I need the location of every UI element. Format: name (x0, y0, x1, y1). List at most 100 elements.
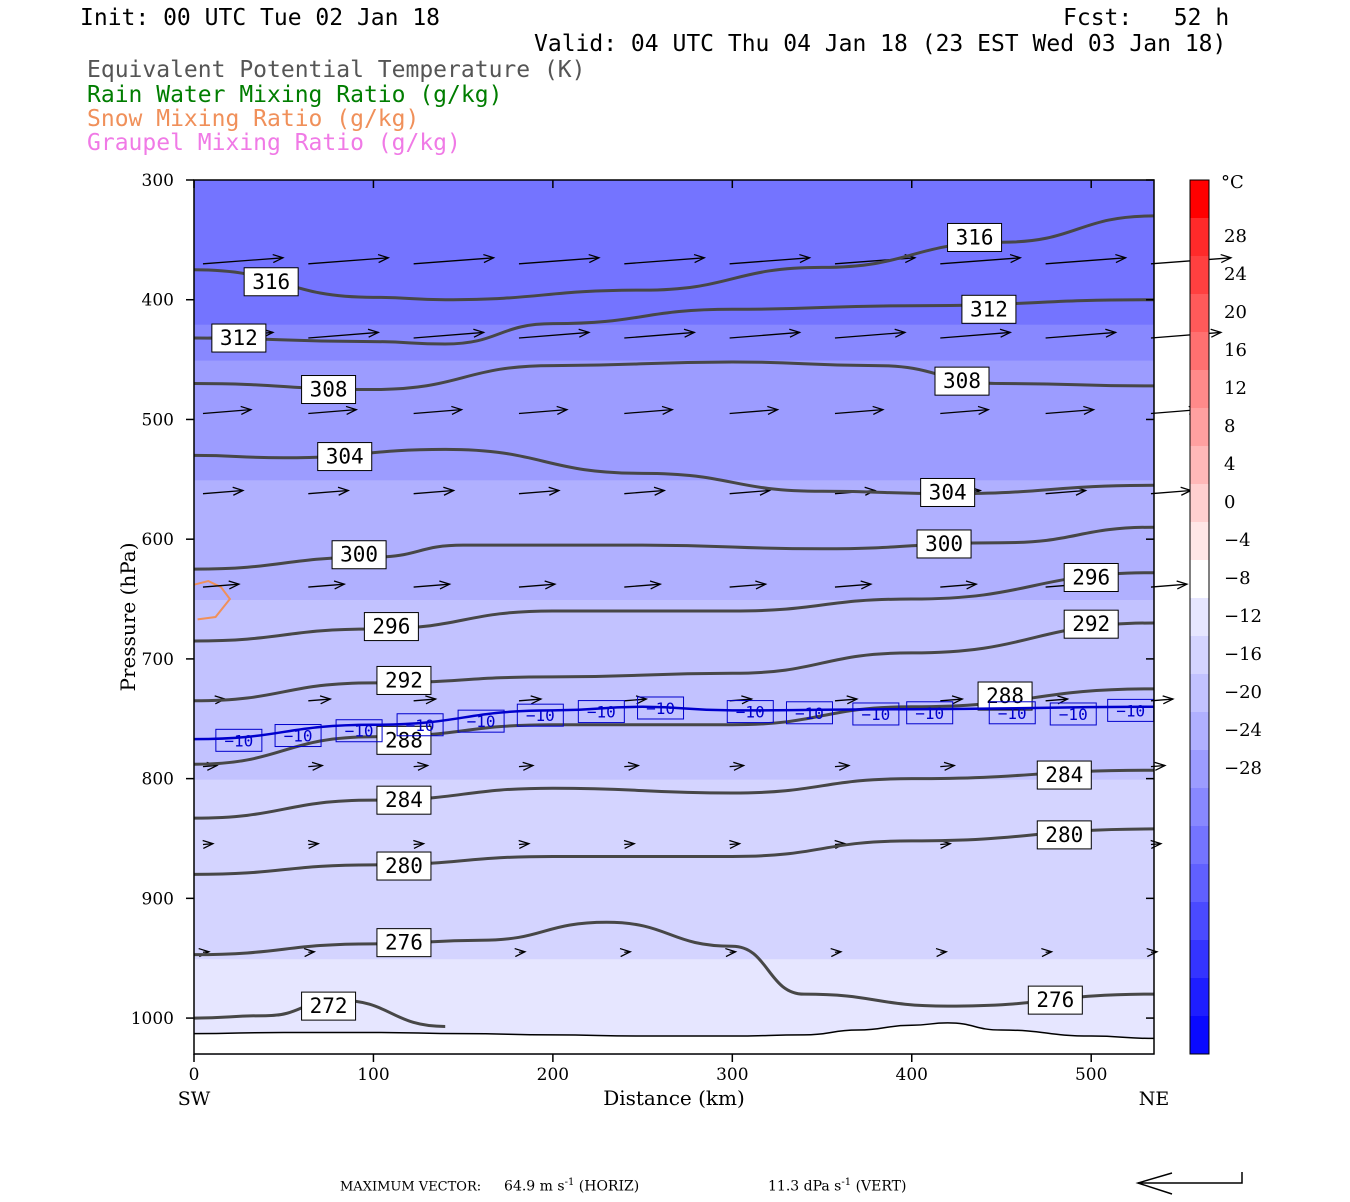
theta-e-label: 304 (326, 445, 364, 469)
isotherm-label: −10 (587, 703, 616, 722)
vertical-max-exponent: -1 (841, 1177, 851, 1188)
horizontal-max-exponent: -1 (565, 1177, 575, 1188)
x-tick-label: 100 (357, 1065, 389, 1085)
colorbar-tick-label: 4 (1224, 454, 1235, 475)
colorbar-tick-label: 28 (1224, 226, 1247, 247)
temperature-band (194, 898, 1154, 959)
isotherm-label: −10 (284, 727, 313, 746)
colorbar-cell (1190, 180, 1209, 219)
colorbar-unit-label: °C (1221, 172, 1244, 193)
colorbar-cell (1190, 522, 1209, 561)
colorbar-tick-label: −20 (1224, 682, 1262, 703)
colorbar-tick-label: 12 (1224, 378, 1247, 399)
colorbar-cell (1190, 446, 1209, 485)
y-tick-label: 300 (142, 171, 174, 191)
x-tick-label: 0 (189, 1065, 200, 1085)
isotherm-label: −10 (646, 699, 675, 718)
colorbar-tick-label: −24 (1224, 720, 1262, 741)
y-tick-label: 800 (142, 770, 174, 790)
colorbar-cell (1190, 750, 1209, 789)
theta-e-label: 308 (943, 369, 981, 393)
colorbar-cell (1190, 218, 1209, 257)
vertical-vector-legend: 11.3 dPa s-1 (VERT) (768, 1177, 906, 1195)
theta-e-label: 280 (385, 854, 423, 878)
x-tick-label: 400 (896, 1065, 928, 1085)
theta-e-label: 316 (956, 225, 994, 249)
x-tick-label: 300 (716, 1065, 748, 1085)
theta-e-label: 308 (310, 378, 348, 402)
isotherm-label: −10 (795, 704, 824, 723)
temperature-band (194, 779, 1154, 840)
colorbar-cell (1190, 902, 1209, 941)
vertical-max-value: 11.3 dPa s (768, 1179, 841, 1195)
isotherm-label: −10 (526, 706, 555, 725)
theta-e-label: 312 (970, 297, 1008, 321)
isotherm-label: −10 (861, 705, 890, 724)
colorbar-tick-label: −28 (1224, 758, 1262, 779)
x-tick-label: 500 (1075, 1065, 1107, 1085)
colorbar-tick-label: 20 (1224, 302, 1247, 323)
colorbar-tick-label: −8 (1224, 568, 1251, 589)
temperature-band (194, 479, 1154, 540)
reference-vector-arrow-icon (1132, 1168, 1252, 1202)
colorbar-cell (1190, 978, 1209, 1017)
isotherm-label: −10 (915, 704, 944, 723)
theta-e-label: 312 (220, 326, 258, 350)
theta-e-label: 296 (372, 615, 410, 639)
y-tick-label: 1000 (131, 1009, 174, 1029)
isotherm-label: −10 (736, 703, 765, 722)
maximum-vector-label: MAXIMUM VECTOR: (340, 1180, 481, 1195)
y-tick-label: 400 (142, 291, 174, 311)
y-tick-label: 900 (142, 889, 174, 909)
colorbar-cell (1190, 256, 1209, 295)
colorbar-cell (1190, 826, 1209, 865)
theta-e-label: 292 (1072, 612, 1110, 636)
colorbar-tick-label: −4 (1224, 530, 1251, 551)
temperature-band (194, 719, 1154, 780)
colorbar-tick-label: −16 (1224, 644, 1262, 665)
isotherm-label: −10 (1116, 701, 1145, 720)
vertical-max-unit: (VERT) (856, 1179, 907, 1195)
temperature-band (194, 838, 1154, 899)
theta-e-label: 276 (385, 931, 423, 955)
x-axis-title: Distance (km) (603, 1086, 745, 1110)
theta-e-label: 316 (252, 270, 290, 294)
theta-e-label: 272 (310, 994, 348, 1018)
theta-e-label: 292 (385, 668, 423, 692)
theta-e-label: 276 (1036, 988, 1074, 1012)
theta-e-label: 284 (385, 788, 423, 812)
theta-e-label: 280 (1045, 823, 1083, 847)
wind-vector (1151, 332, 1221, 338)
colorbar-cell (1190, 864, 1209, 903)
y-axis-title: Pressure (hPa) (116, 543, 140, 692)
colorbar-tick-label: 24 (1224, 264, 1247, 285)
colorbar-cell (1190, 636, 1209, 675)
horizontal-max-unit: (HORIZ) (579, 1179, 639, 1195)
colorbar-tick-label: 16 (1224, 340, 1247, 361)
colorbar-cell (1190, 674, 1209, 713)
colorbar-cell (1190, 598, 1209, 637)
theta-e-label: 300 (340, 543, 378, 567)
theta-e-label: 296 (1072, 565, 1110, 589)
colorbar-cell (1190, 940, 1209, 979)
x-end-label-sw: SW (178, 1088, 211, 1110)
y-tick-label: 600 (142, 530, 174, 550)
theta-e-label: 304 (929, 480, 967, 504)
colorbar-cell (1190, 560, 1209, 599)
isotherm-label: −10 (224, 731, 253, 750)
colorbar-cell (1190, 1016, 1209, 1055)
isotherm-label: −10 (345, 722, 374, 741)
isotherm-label: −10 (1059, 705, 1088, 724)
isotherm-label: −10 (467, 712, 496, 731)
colorbar-cell (1190, 408, 1209, 447)
x-end-label-ne: NE (1139, 1088, 1170, 1110)
theta-e-label: 300 (925, 532, 963, 556)
colorbar-tick-label: 0 (1224, 492, 1235, 513)
colorbar-cell (1190, 712, 1209, 751)
y-tick-label: 500 (142, 410, 174, 430)
isotherm-label: −10 (406, 716, 435, 735)
colorbar-tick-label: −12 (1224, 606, 1262, 627)
maximum-vector-legend: MAXIMUM VECTOR: 64.9 m s-1 (HORIZ) (340, 1177, 639, 1195)
colorbar-cell (1190, 294, 1209, 333)
